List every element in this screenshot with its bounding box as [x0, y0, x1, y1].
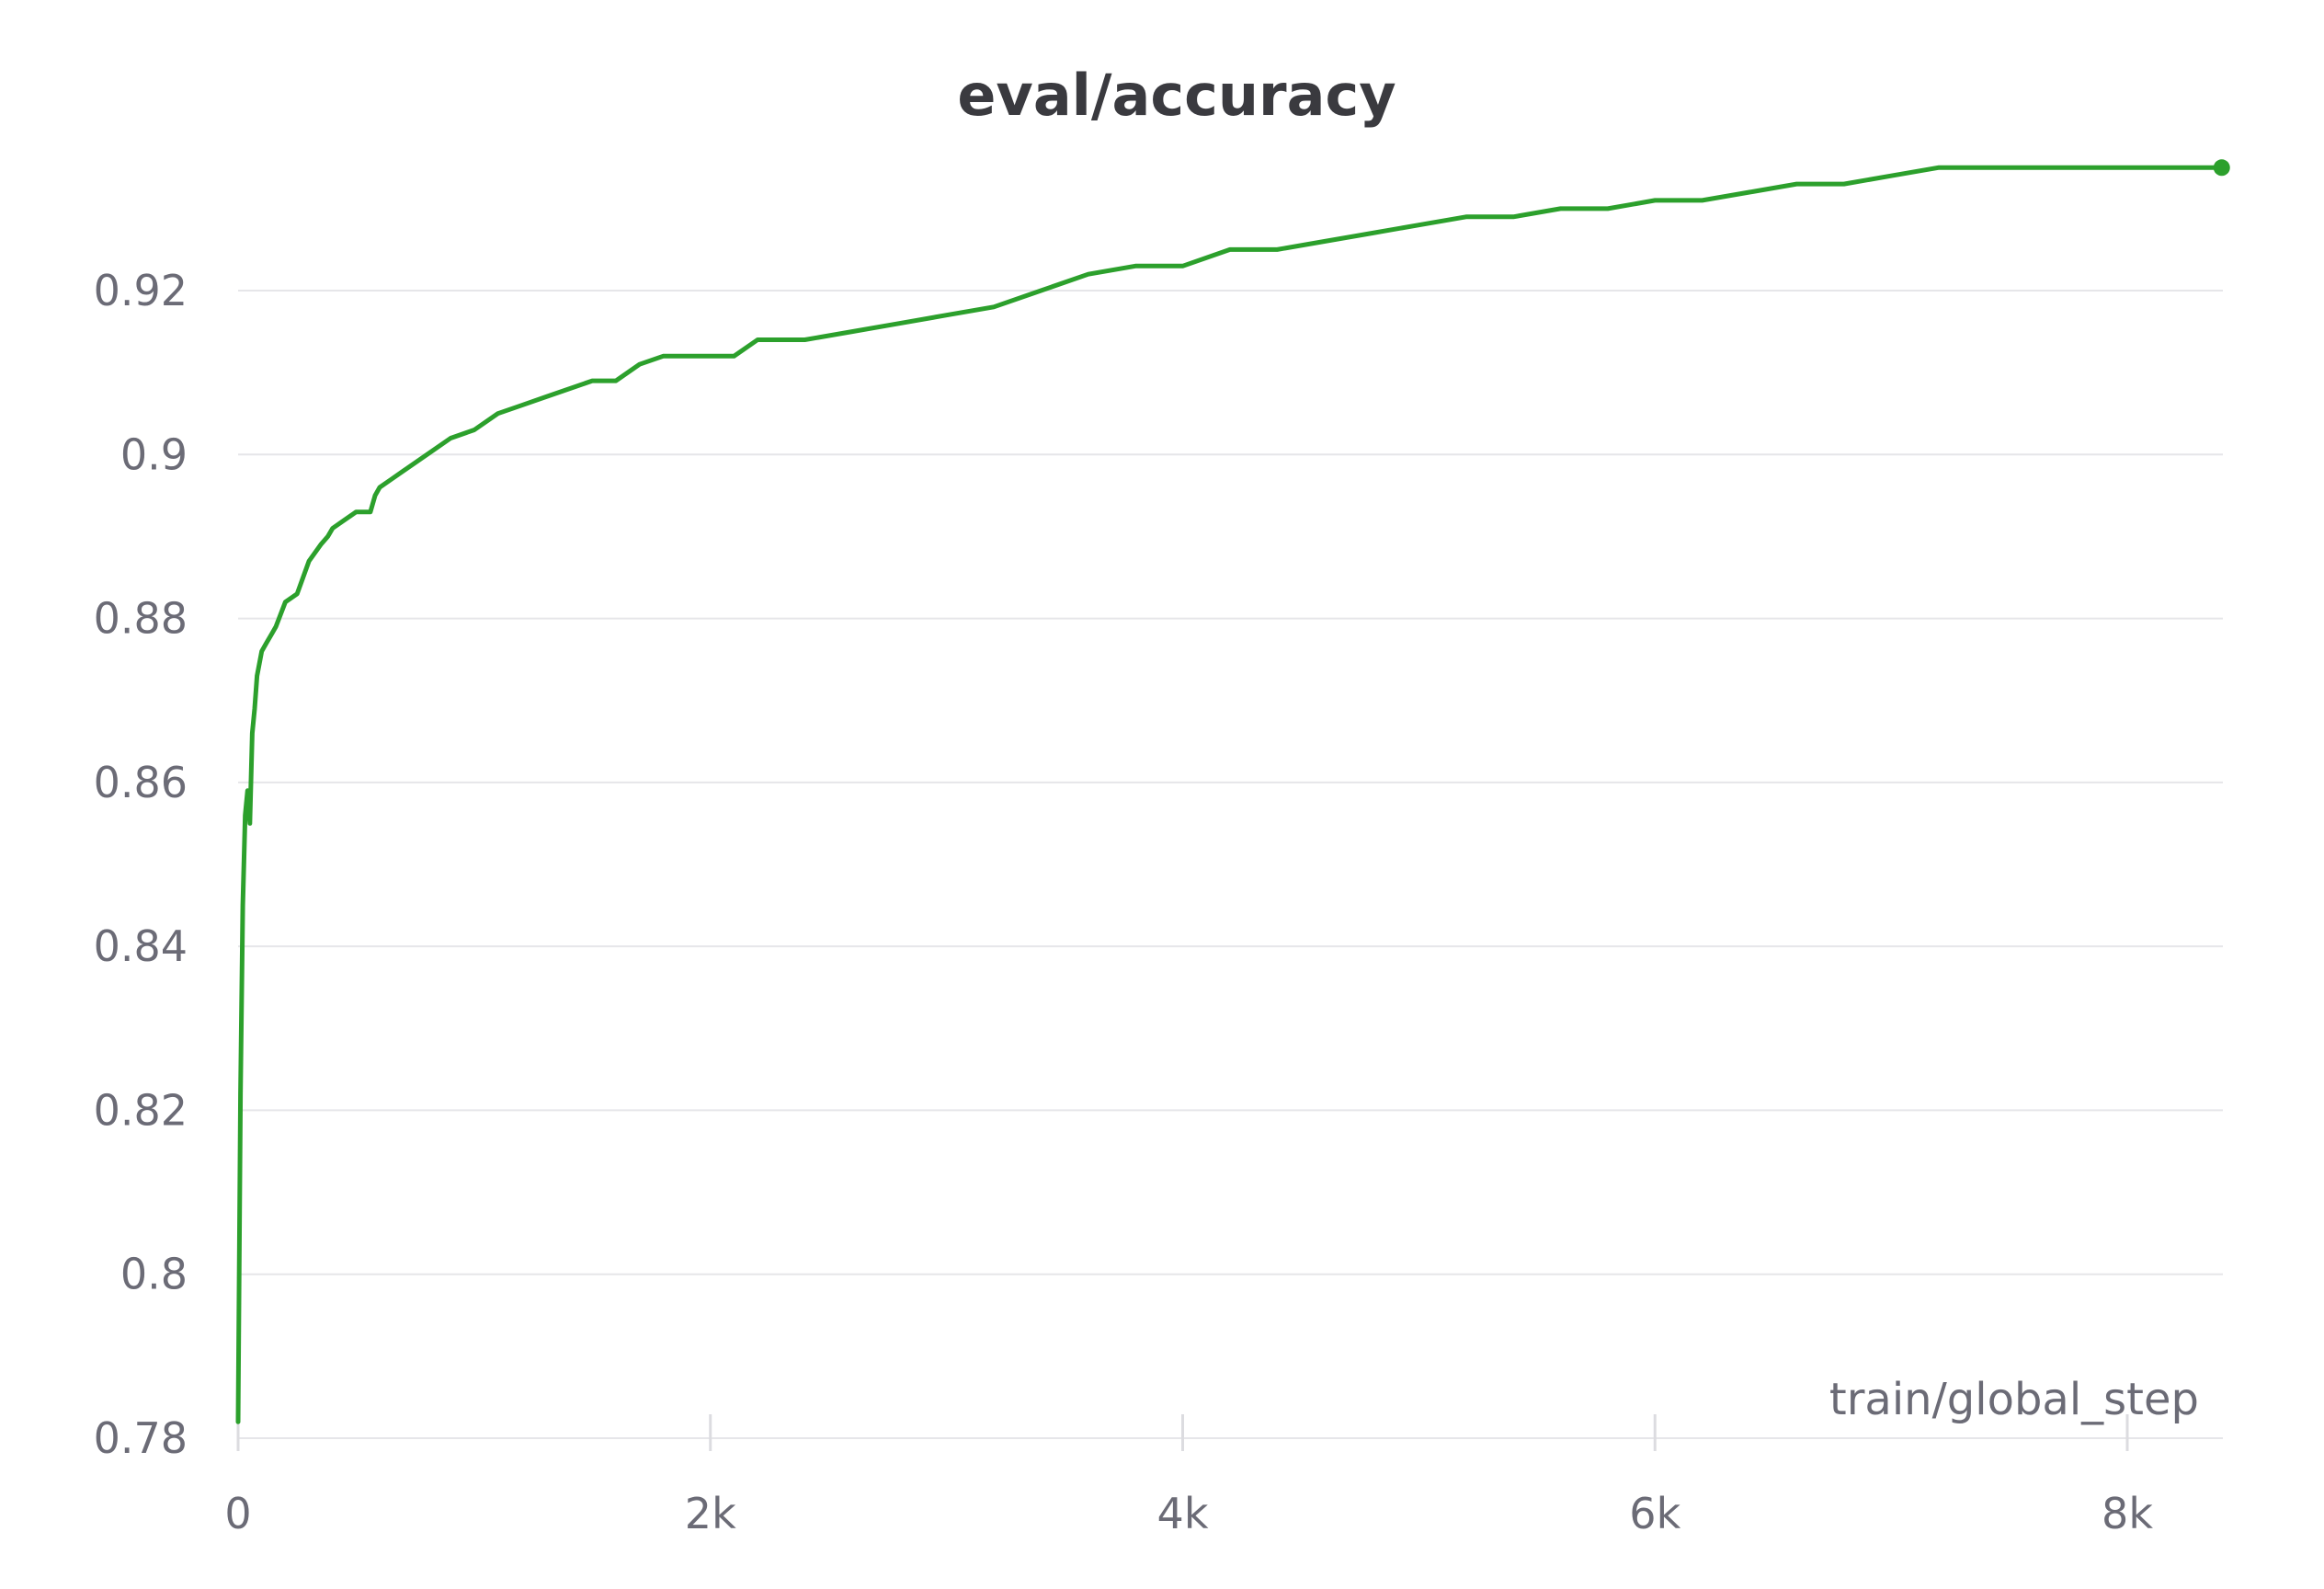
y-axis: 0.78 0.8 0.82 0.84 0.86 0.88 0.9 0.92 [94, 266, 188, 1463]
x-tick-label: 8k [2102, 1489, 2153, 1538]
series-layer [235, 159, 2230, 1424]
y-tick-label: 0.8 [120, 1250, 188, 1299]
x-tick-label: 6k [1629, 1489, 1680, 1538]
y-tick-label: 0.86 [94, 758, 188, 807]
x-axis-label: train/global_step [1829, 1374, 2199, 1425]
series-line [235, 165, 2225, 1424]
x-tick-label: 0 [224, 1489, 251, 1538]
y-tick-label: 0.92 [94, 266, 188, 315]
grid-layer [238, 290, 2223, 1439]
y-tick-label: 0.9 [120, 429, 188, 479]
y-tick-label: 0.82 [94, 1085, 188, 1135]
series-end-point [2213, 159, 2230, 177]
y-tick-label: 0.84 [94, 921, 188, 971]
y-tick-label: 0.78 [94, 1413, 188, 1463]
y-tick-label: 0.88 [94, 594, 188, 644]
chart-title: eval/accuracy [957, 62, 1396, 129]
x-tick-label: 4k [1157, 1489, 1209, 1538]
x-axis: 0 2k 4k 6k 8k [224, 1414, 2153, 1538]
x-tick-label: 2k [685, 1489, 736, 1538]
